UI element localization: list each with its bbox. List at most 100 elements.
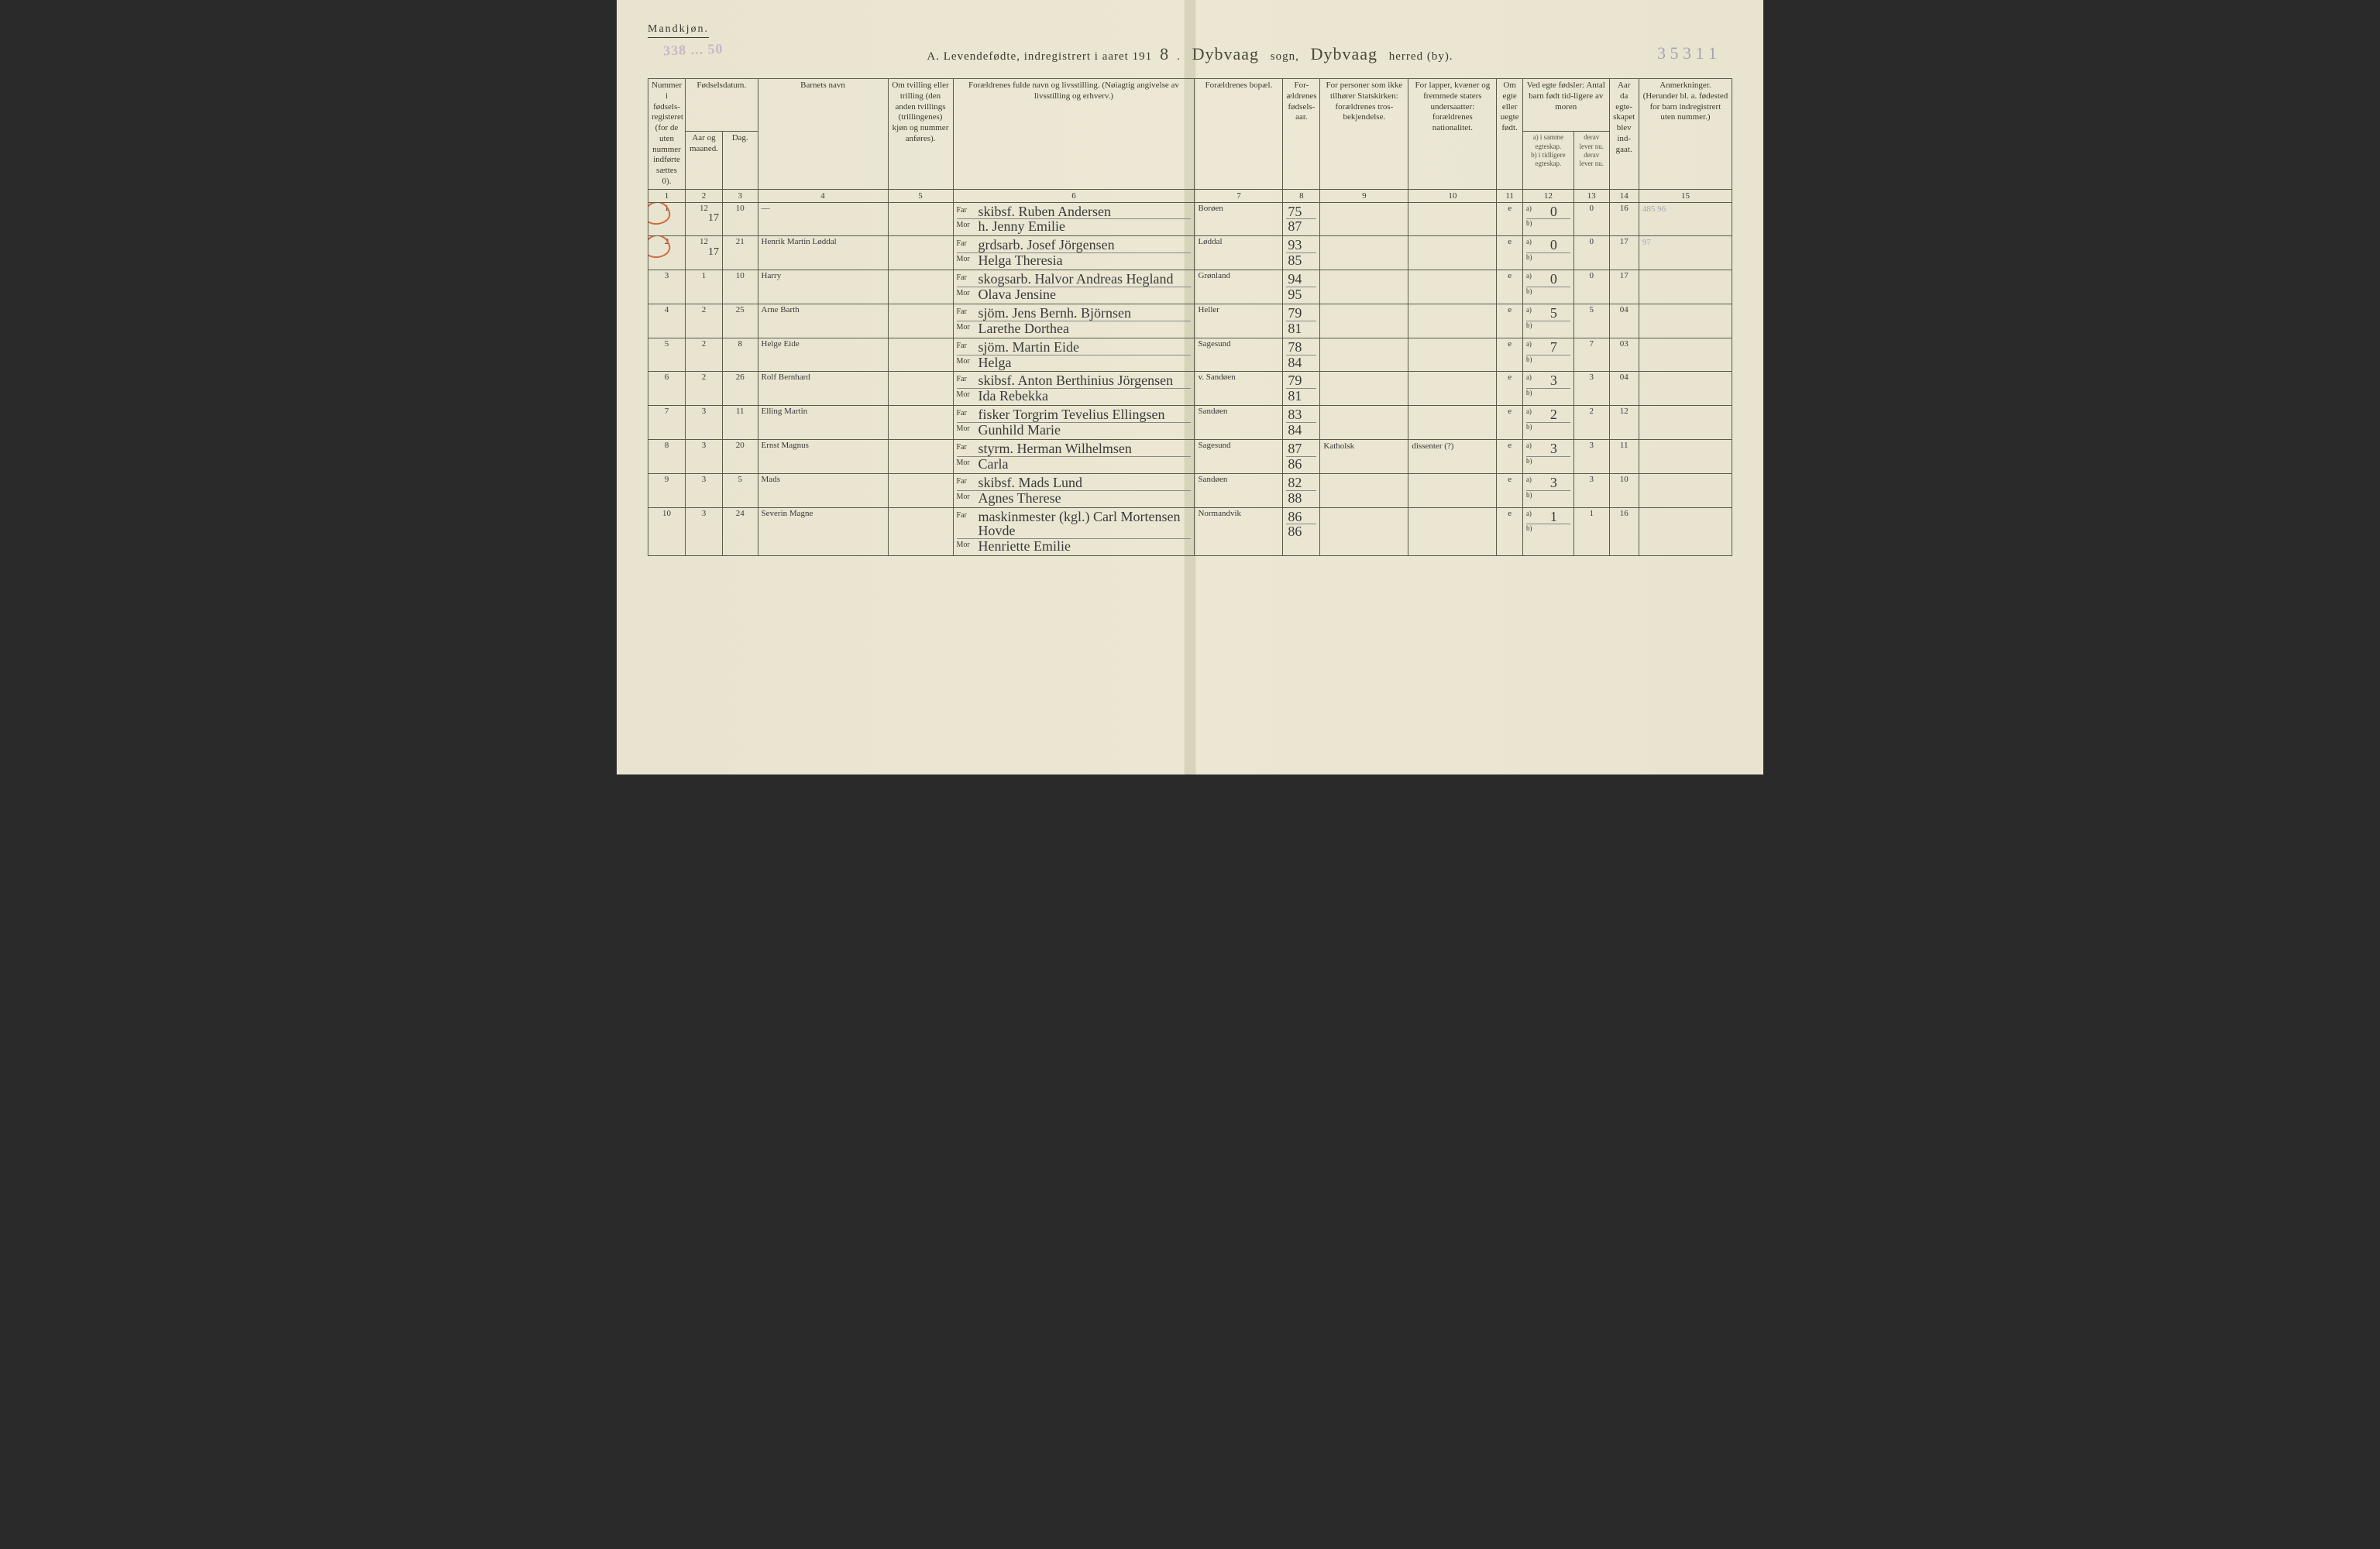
cell-day: 20 (722, 439, 758, 473)
cell-day: 21 (722, 236, 758, 270)
cell-marriage-year: 04 (1609, 372, 1639, 406)
value-far: skibsf. Ruben Andersen (977, 204, 1192, 219)
cell-num: 8 (648, 439, 686, 473)
cell-legit: e (1497, 507, 1523, 556)
cell-twin (888, 304, 953, 338)
value-mor: Olava Jensine (977, 287, 1192, 302)
mor-year: 87 (1286, 219, 1316, 234)
cell-living: 5 (1573, 304, 1609, 338)
label-b: b) (1526, 423, 1537, 431)
cell-parent-years: 8786 (1283, 439, 1320, 473)
cell-nationality (1408, 304, 1497, 338)
cell-residence: Sagesund (1195, 439, 1283, 473)
cell-marriage-year: 11 (1609, 439, 1639, 473)
cell-legit: e (1497, 270, 1523, 304)
label-mor: Mor (957, 355, 977, 370)
cell-num: 5 (648, 338, 686, 372)
cell-living: 3 (1573, 372, 1609, 406)
cell-twin (888, 236, 953, 270)
cell-legit: e (1497, 473, 1523, 507)
cell-prev-births: a)3b) (1522, 439, 1573, 473)
far-year: 94 (1286, 272, 1316, 287)
sogn-value: Dybvaag (1185, 44, 1267, 64)
label-mor: Mor (957, 491, 977, 506)
cell-living: 3 (1573, 439, 1609, 473)
cell-nationality (1408, 202, 1497, 236)
cell-prev-births: a)1b) (1522, 507, 1573, 556)
value-mor: Larethe Dorthea (977, 321, 1192, 336)
value-12a: 5 (1537, 306, 1570, 321)
table-row: 1121710—Farskibsf. Ruben AndersenMorh. J… (648, 202, 1732, 236)
value-mor: Helga Theresia (977, 253, 1192, 268)
cell-faith (1320, 236, 1408, 270)
mor-year: 84 (1286, 355, 1316, 370)
h-col13ab: derav lever nu. derav lever nu. (1573, 132, 1609, 189)
cell-remark (1639, 338, 1732, 372)
cell-marriage-year: 03 (1609, 338, 1639, 372)
cell-twin (888, 372, 953, 406)
cell-child-name: Arne Barth (758, 304, 888, 338)
cell-year-month: 1 (685, 270, 722, 304)
h-col9: For personer som ikke tilhører Statskirk… (1320, 79, 1408, 190)
label-a: a) (1526, 272, 1537, 287)
value-12a: 7 (1537, 340, 1570, 355)
cell-faith (1320, 473, 1408, 507)
label-a: a) (1526, 476, 1537, 490)
cell-prev-births: a)2b) (1522, 406, 1573, 440)
cell-remark (1639, 406, 1732, 440)
value-12b (1537, 423, 1570, 431)
cell-living: 1 (1573, 507, 1609, 556)
herred-label: herred (by). (1389, 50, 1453, 63)
value-far: maskinmester (kgl.) Carl Mortensen Hovde (977, 510, 1192, 539)
cell-num: 7 (648, 406, 686, 440)
cell-day: 5 (722, 473, 758, 507)
cell-year-month: 2 (685, 372, 722, 406)
far-year: 79 (1286, 373, 1316, 388)
register-page: Mandkjøn. 338 ... 50 A. Levendefødte, in… (617, 0, 1763, 774)
title-prefix: A. Levendefødte, indregistrert i aaret 1… (927, 50, 1152, 63)
ink-stamp: 338 ... 50 (663, 41, 724, 60)
value-mor: Henriette Emilie (977, 539, 1192, 554)
cell-parents: Farskibsf. Anton Berthinius JörgensenMor… (953, 372, 1195, 406)
value-far: sjöm. Jens Bernh. Björnsen (977, 306, 1192, 321)
value-12a: 0 (1537, 204, 1570, 219)
cell-day: 10 (722, 270, 758, 304)
value-far: sjöm. Martin Eide (977, 340, 1192, 355)
cell-num: 10 (648, 507, 686, 556)
cell-marriage-year: 12 (1609, 406, 1639, 440)
label-a: a) (1526, 238, 1537, 252)
cell-prev-births: a)3b) (1522, 473, 1573, 507)
cell-parents: Farskibsf. Ruben AndersenMorh. Jenny Emi… (953, 202, 1195, 236)
colnum-6: 6 (953, 189, 1195, 202)
cell-parents: Farskogsarb. Halvor Andreas HeglandMorOl… (953, 270, 1195, 304)
far-year: 87 (1286, 441, 1316, 456)
label-a: a) (1526, 373, 1537, 388)
cell-child-name: Rolf Bernhard (758, 372, 888, 406)
cell-day: 11 (722, 406, 758, 440)
cell-legit: e (1497, 304, 1523, 338)
cell-legit: e (1497, 372, 1523, 406)
table-row: 4225Arne BarthFarsjöm. Jens Bernh. Björn… (648, 304, 1732, 338)
cell-marriage-year: 16 (1609, 202, 1639, 236)
cell-remark: 485 96 (1639, 202, 1732, 236)
label-mor: Mor (957, 219, 977, 234)
h-col12a: a) i samme egteskap. (1526, 133, 1570, 151)
cell-twin (888, 338, 953, 372)
h-col2-top: Fødselsdatum. (685, 79, 758, 132)
mor-year: 81 (1286, 389, 1316, 404)
colnum-8: 8 (1283, 189, 1320, 202)
cell-marriage-year: 16 (1609, 507, 1639, 556)
title-year-suffix: 8 (1152, 44, 1177, 64)
table-row: 8320Ernst MagnusFarstyrm. Herman Wilhelm… (648, 439, 1732, 473)
value-12b (1537, 491, 1570, 499)
h-col7: Forældrenes bopæl. (1195, 79, 1283, 190)
cell-prev-births: a)3b) (1522, 372, 1573, 406)
value-12b (1537, 355, 1570, 363)
cell-child-name: Helge Eide (758, 338, 888, 372)
mor-year: 95 (1286, 287, 1316, 302)
table-row: 3110HarryFarskogsarb. Halvor Andreas Heg… (648, 270, 1732, 304)
cell-nationality (1408, 236, 1497, 270)
value-mor: Carla (977, 457, 1192, 472)
label-b: b) (1526, 321, 1537, 329)
h-col14: Aar da egte-skapet blev ind-gaat. (1609, 79, 1639, 190)
